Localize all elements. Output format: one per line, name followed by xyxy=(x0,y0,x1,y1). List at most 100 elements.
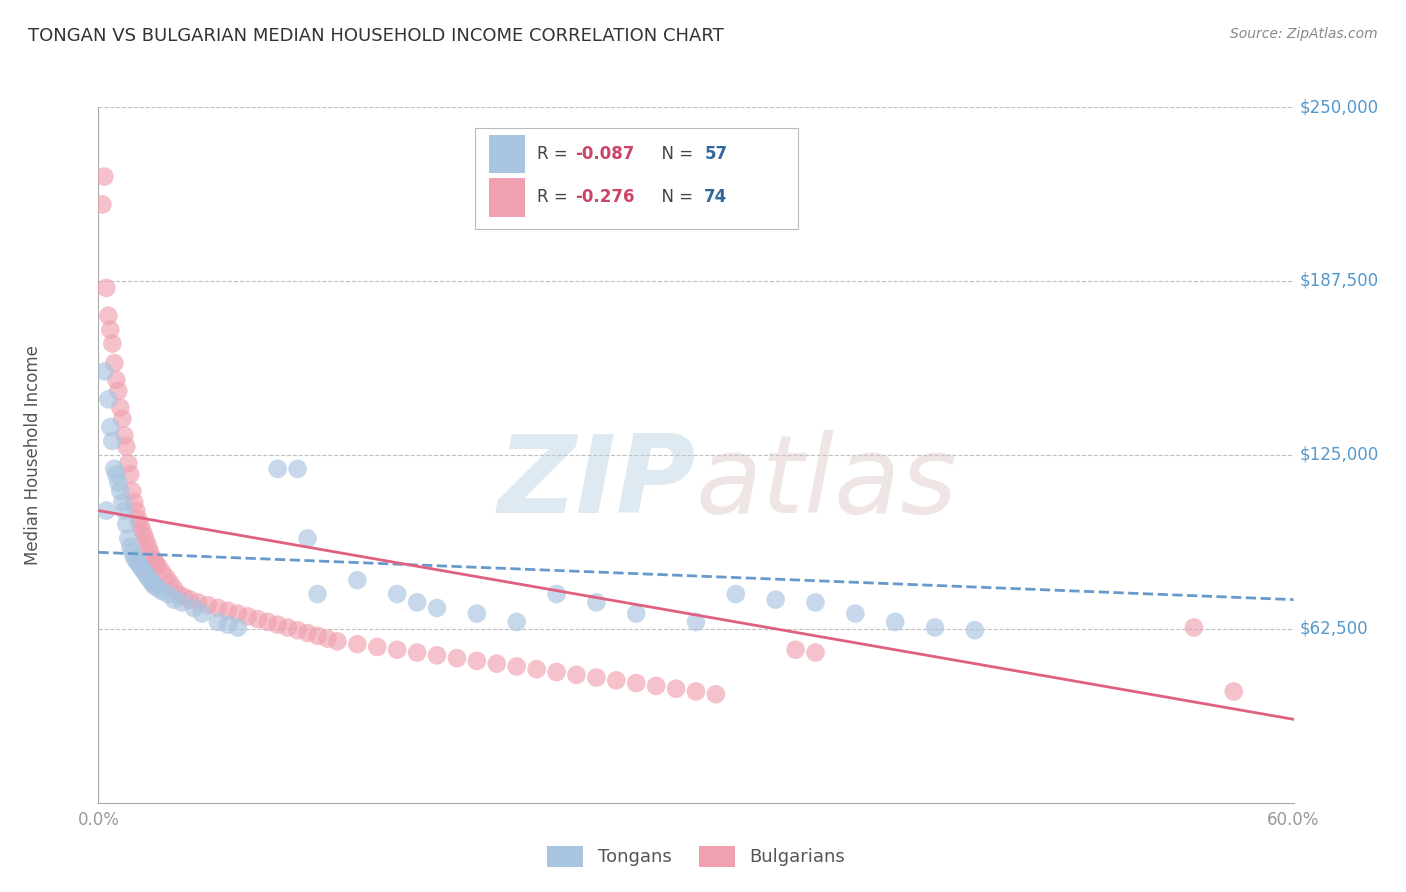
Point xyxy=(173,590,195,604)
Point xyxy=(135,534,157,549)
FancyBboxPatch shape xyxy=(475,128,797,229)
Point xyxy=(366,640,388,654)
Point xyxy=(187,595,209,609)
Point xyxy=(135,567,157,582)
Point xyxy=(97,392,120,407)
Point xyxy=(844,607,866,621)
Point xyxy=(105,467,128,482)
Point xyxy=(98,420,122,434)
Point xyxy=(785,642,807,657)
Text: $125,000: $125,000 xyxy=(1299,446,1379,464)
Point xyxy=(197,598,219,612)
Point xyxy=(307,629,329,643)
Point xyxy=(172,595,194,609)
Point xyxy=(207,615,229,629)
Text: N =: N = xyxy=(651,188,697,206)
Point xyxy=(127,512,149,526)
Text: TONGAN VS BULGARIAN MEDIAN HOUSEHOLD INCOME CORRELATION CHART: TONGAN VS BULGARIAN MEDIAN HOUSEHOLD INC… xyxy=(28,27,724,45)
Text: R =: R = xyxy=(537,145,574,163)
Point xyxy=(346,573,368,587)
FancyBboxPatch shape xyxy=(489,178,524,217)
Point xyxy=(297,626,319,640)
Point xyxy=(115,517,138,532)
Point xyxy=(267,617,290,632)
Point xyxy=(136,540,159,554)
Point xyxy=(159,576,181,591)
Point xyxy=(465,654,488,668)
Point xyxy=(217,617,239,632)
Point xyxy=(963,624,986,638)
Text: ZIP: ZIP xyxy=(498,430,696,536)
Point xyxy=(326,634,349,648)
Point xyxy=(256,615,278,629)
Point xyxy=(96,281,118,295)
Point xyxy=(685,615,707,629)
Point xyxy=(624,676,647,690)
Text: $250,000: $250,000 xyxy=(1299,98,1379,116)
Text: $187,500: $187,500 xyxy=(1299,272,1379,290)
Point xyxy=(546,587,568,601)
Point xyxy=(163,582,186,596)
Point xyxy=(804,595,827,609)
Point xyxy=(107,384,129,398)
Point xyxy=(91,197,114,211)
Point xyxy=(884,615,907,629)
Point xyxy=(93,169,115,184)
Point xyxy=(110,401,132,415)
Point xyxy=(267,462,290,476)
Point xyxy=(1222,684,1246,698)
Point xyxy=(167,587,190,601)
Point xyxy=(120,540,142,554)
Point xyxy=(665,681,688,696)
Text: Source: ZipAtlas.com: Source: ZipAtlas.com xyxy=(1230,27,1378,41)
Text: 74: 74 xyxy=(704,188,727,206)
Point xyxy=(112,428,135,442)
Point xyxy=(385,587,409,601)
Point xyxy=(124,495,146,509)
Point xyxy=(485,657,508,671)
Point xyxy=(103,356,125,370)
Point xyxy=(157,587,180,601)
Point xyxy=(129,517,152,532)
Point xyxy=(183,601,205,615)
Point xyxy=(565,667,588,681)
Text: $62,500: $62,500 xyxy=(1299,620,1368,638)
Point xyxy=(121,545,143,559)
Point xyxy=(101,336,124,351)
Point xyxy=(226,607,249,621)
Point xyxy=(277,620,299,634)
Point xyxy=(124,550,146,565)
Point xyxy=(217,604,239,618)
Point xyxy=(101,434,124,448)
Point xyxy=(287,624,309,638)
Point xyxy=(704,687,727,701)
Point xyxy=(111,411,134,425)
Point xyxy=(316,632,339,646)
Point xyxy=(97,309,120,323)
Point xyxy=(148,559,170,574)
Point xyxy=(191,607,214,621)
Point xyxy=(924,620,946,634)
Point xyxy=(297,532,319,546)
Point xyxy=(117,532,139,546)
Point xyxy=(150,565,173,579)
Point xyxy=(236,609,259,624)
Point xyxy=(145,557,167,571)
Point xyxy=(131,523,153,537)
Point xyxy=(150,584,173,599)
Point xyxy=(141,576,163,591)
Point xyxy=(685,684,707,698)
Point xyxy=(163,592,186,607)
Point xyxy=(385,642,409,657)
Point xyxy=(426,648,449,663)
Point xyxy=(585,595,607,609)
Point xyxy=(139,573,162,587)
Text: N =: N = xyxy=(651,145,697,163)
Point xyxy=(120,467,142,482)
Point xyxy=(117,456,139,470)
Point xyxy=(246,612,269,626)
Text: Median Household Income: Median Household Income xyxy=(24,345,42,565)
Text: R =: R = xyxy=(537,188,574,206)
Point xyxy=(111,495,134,509)
Point xyxy=(107,475,129,490)
